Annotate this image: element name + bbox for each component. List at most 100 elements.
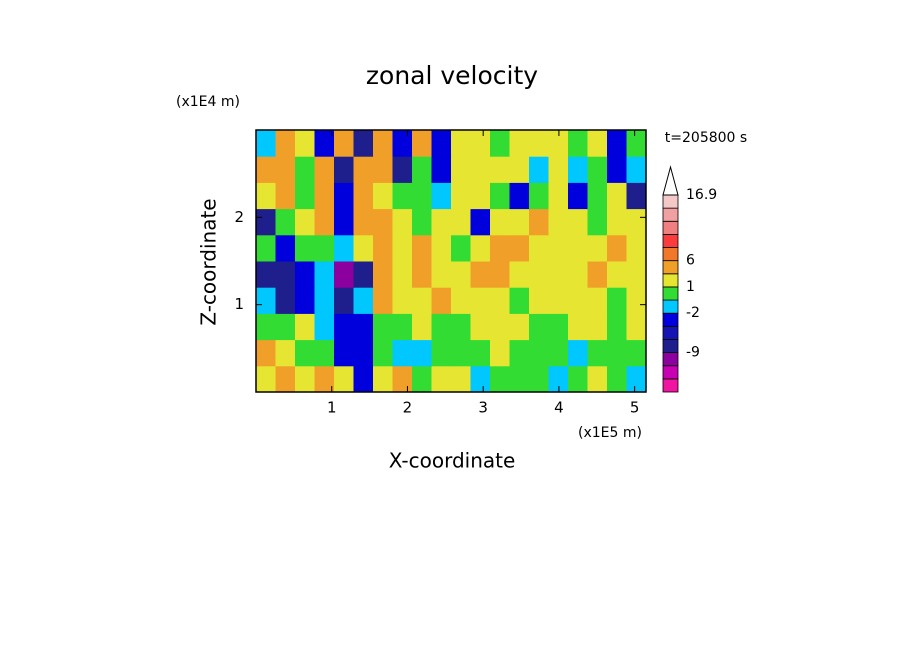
plot-frame — [255, 129, 647, 393]
cell — [275, 287, 296, 314]
cell — [548, 156, 569, 183]
cell — [392, 182, 413, 210]
cell — [470, 261, 491, 288]
cell — [392, 339, 413, 367]
cell — [334, 313, 354, 341]
cell — [373, 313, 393, 341]
cell — [626, 365, 647, 393]
cell — [607, 130, 627, 157]
cell — [373, 234, 393, 262]
cell — [607, 261, 627, 288]
cell — [490, 261, 510, 288]
cell — [256, 182, 276, 210]
cell — [295, 365, 315, 393]
cell — [470, 313, 491, 341]
cell — [431, 261, 452, 288]
cell — [275, 365, 296, 393]
colorbar-box — [662, 312, 679, 327]
cell — [548, 339, 569, 367]
colorbar-label: 16.9 — [686, 187, 717, 203]
cell — [431, 234, 452, 262]
cell — [334, 261, 354, 288]
cell — [607, 365, 627, 393]
cell — [334, 130, 354, 157]
colorbar-label: 1 — [686, 279, 695, 295]
cell — [392, 313, 413, 341]
colorbar-box — [662, 325, 679, 340]
cell — [373, 130, 393, 157]
cell — [314, 208, 335, 236]
cell — [451, 182, 471, 210]
cell — [626, 182, 647, 210]
cell — [470, 234, 491, 262]
cell — [392, 287, 413, 314]
cell — [275, 261, 296, 288]
cell — [548, 313, 569, 341]
cell — [334, 208, 354, 236]
cell — [353, 234, 374, 262]
cell — [353, 182, 374, 210]
cell — [431, 130, 452, 157]
cell — [509, 261, 530, 288]
cell — [392, 261, 413, 288]
cell — [451, 234, 471, 262]
cell — [490, 339, 510, 367]
cell — [431, 365, 452, 393]
cell — [256, 234, 276, 262]
cell — [587, 313, 608, 341]
x-tick-label: 1 — [327, 399, 337, 417]
cell — [353, 287, 374, 314]
cell — [431, 208, 452, 236]
cell — [451, 365, 471, 393]
cell — [295, 313, 315, 341]
cell — [275, 156, 296, 183]
cell — [295, 339, 315, 367]
cell — [587, 261, 608, 288]
cell — [470, 339, 491, 367]
cell — [412, 313, 432, 341]
cell — [431, 287, 452, 314]
cell — [509, 313, 530, 341]
cell — [529, 208, 549, 236]
cell — [314, 313, 335, 341]
cell — [412, 130, 432, 157]
cell — [470, 156, 491, 183]
cell — [256, 313, 276, 341]
cell — [451, 130, 471, 157]
colorbar-label: 6 — [686, 253, 695, 269]
cell — [607, 339, 627, 367]
cell — [548, 234, 569, 262]
cell — [314, 261, 335, 288]
cell — [431, 182, 452, 210]
cell — [295, 234, 315, 262]
cell — [568, 234, 588, 262]
cell — [275, 130, 296, 157]
cell — [314, 156, 335, 183]
colorbar-box — [662, 194, 679, 209]
cell — [626, 313, 647, 341]
cell — [490, 182, 510, 210]
y-tick-label: 1 — [234, 295, 244, 313]
cell — [509, 130, 530, 157]
cell — [314, 287, 335, 314]
cell — [470, 365, 491, 393]
cell — [626, 287, 647, 314]
cell — [626, 130, 647, 157]
cell — [256, 130, 276, 157]
cell — [568, 156, 588, 183]
cell — [392, 130, 413, 157]
cell — [470, 182, 491, 210]
cell — [334, 182, 354, 210]
cell — [431, 156, 452, 183]
cell — [587, 208, 608, 236]
cell — [451, 156, 471, 183]
cell — [275, 208, 296, 236]
cell — [509, 287, 530, 314]
cell — [314, 130, 335, 157]
cell — [412, 208, 432, 236]
cell — [607, 287, 627, 314]
cell — [587, 182, 608, 210]
cell — [412, 234, 432, 262]
cell — [295, 208, 315, 236]
cell — [451, 261, 471, 288]
